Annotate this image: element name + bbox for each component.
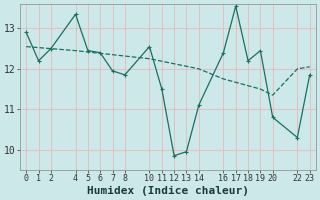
X-axis label: Humidex (Indice chaleur): Humidex (Indice chaleur) [87, 186, 249, 196]
